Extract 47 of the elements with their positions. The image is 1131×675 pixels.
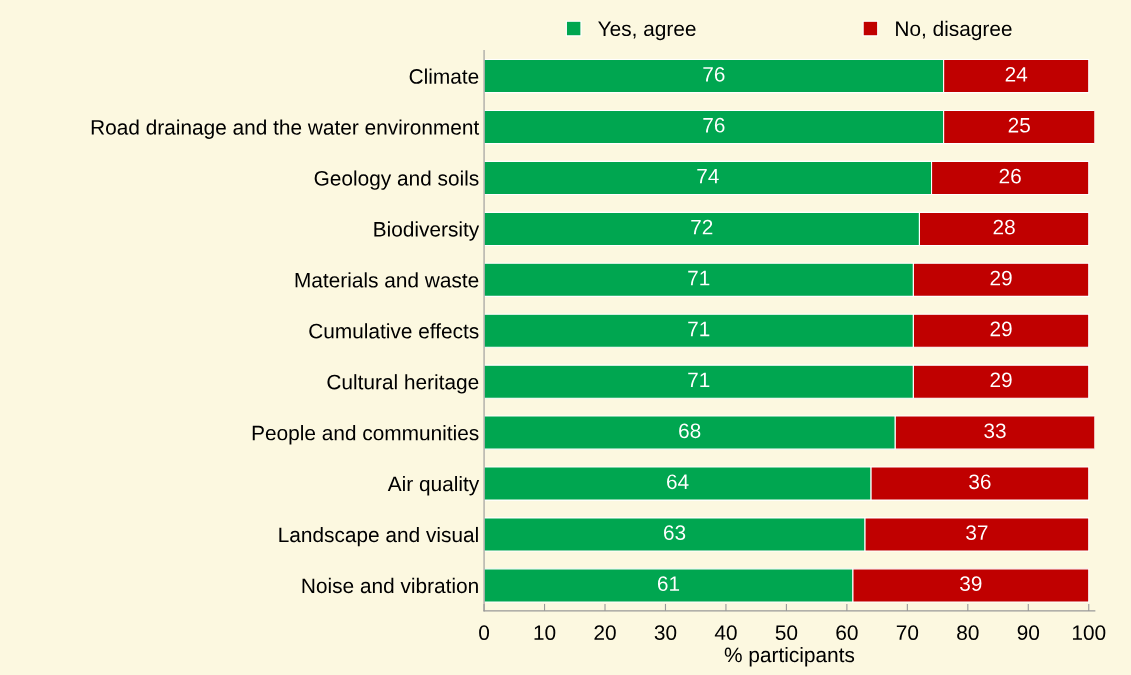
x-tick-label: 60 (836, 625, 858, 641)
y-tick-label: People and communities (252, 425, 479, 445)
data-label: 71 (688, 270, 710, 286)
data-label: 28 (993, 219, 1015, 235)
data-label: 71 (688, 321, 710, 337)
y-tick-label: Noise and vibration (302, 577, 478, 594)
y-tick-label: Air quality (387, 476, 480, 496)
legend-label: Yes, agree (598, 21, 696, 41)
x-tick-label: 100 (1072, 625, 1106, 641)
x-tick-label: 30 (654, 625, 677, 641)
x-tick-label: 90 (1017, 625, 1040, 641)
x-axis-title: % participants (724, 646, 855, 667)
x-tick-label: 0 (479, 625, 490, 641)
data-label: 33 (984, 423, 1006, 439)
data-label: 71 (688, 372, 710, 388)
data-label: 68 (679, 423, 701, 439)
legend-label: No, disagree (896, 20, 1012, 41)
y-tick-label: Landscape and visual (279, 526, 478, 547)
data-label: 25 (1008, 117, 1030, 133)
y-tick-label: Road drainage and the water environment (91, 119, 480, 139)
y-tick-label: Climate (409, 68, 479, 84)
data-label: 72 (691, 219, 713, 235)
data-label: 76 (703, 117, 725, 133)
x-tick-label: 80 (957, 625, 979, 641)
data-label: 29 (990, 270, 1012, 286)
data-label: 74 (697, 169, 719, 184)
data-label: 64 (667, 474, 689, 490)
x-tick-label: 10 (534, 625, 556, 641)
data-label: 24 (1005, 66, 1028, 82)
y-tick-label: Cumulative effects (309, 323, 479, 339)
x-tick-label: 20 (594, 625, 616, 641)
data-label: 29 (990, 372, 1012, 388)
data-label: 37 (966, 525, 988, 541)
data-label: 63 (664, 525, 686, 541)
data-label: 29 (990, 321, 1012, 337)
y-tick-label: Materials and waste (295, 272, 479, 288)
y-tick-label: Cultural heritage (327, 374, 479, 394)
data-label: 36 (969, 474, 991, 490)
x-tick-label: 40 (714, 625, 737, 641)
data-label: 26 (999, 168, 1021, 184)
x-tick-label: 50 (775, 625, 798, 641)
y-tick-label: Biodiversity (374, 221, 480, 241)
x-tick-label: 70 (896, 625, 919, 641)
data-label: 39 (960, 576, 982, 591)
data-label: 61 (657, 576, 680, 591)
data-label: 76 (703, 66, 725, 82)
y-tick-label: Geology and soils (314, 170, 479, 190)
